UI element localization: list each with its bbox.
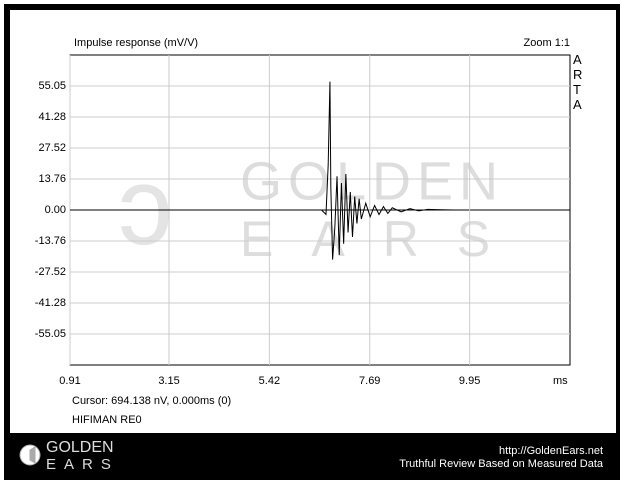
y-tick-label: -55.05: [35, 328, 66, 340]
y-tick-label: -41.28: [35, 297, 66, 309]
footer-logo: EARS: [46, 456, 119, 473]
watermark-icon: ↄ: [118, 145, 173, 268]
brand: ARTA: [573, 52, 583, 112]
watermark: GOLDEN: [240, 151, 504, 211]
y-tick-label: 27.52: [38, 142, 66, 154]
footer-url: http://GoldenEars.net: [499, 445, 603, 457]
y-tick-label: 0.00: [45, 204, 66, 216]
footer-logo-icon: [19, 444, 41, 466]
y-tick-label: -27.52: [35, 266, 66, 278]
x-tick-label: 7.69: [359, 375, 380, 387]
y-tick-label: -13.76: [35, 235, 66, 247]
chart-title: Impulse response (mV/V): [74, 37, 198, 49]
y-tick-label: 55.05: [38, 80, 66, 92]
x-tick-label: 5.42: [259, 375, 280, 387]
y-tick-label: 13.76: [38, 173, 66, 185]
cursor-info: Cursor: 694.138 nV, 0.000ms (0): [72, 395, 231, 407]
x-tick-label: 0.91: [59, 375, 80, 387]
zoom-label: Zoom 1:1: [524, 37, 570, 49]
watermark: EARS: [240, 211, 528, 267]
footer-tagline: Truthful Review Based on Measured Data: [399, 458, 604, 470]
y-tick-label: 41.28: [38, 111, 66, 123]
footer-logo: GOLDEN: [46, 439, 114, 456]
panel: [10, 10, 616, 433]
impulse-line: [70, 81, 455, 260]
x-tick-label: 3.15: [158, 375, 179, 387]
x-axis-label: ms: [553, 375, 568, 387]
x-tick-label: 9.95: [459, 375, 480, 387]
device-name: HIFIMAN RE0: [72, 414, 142, 426]
